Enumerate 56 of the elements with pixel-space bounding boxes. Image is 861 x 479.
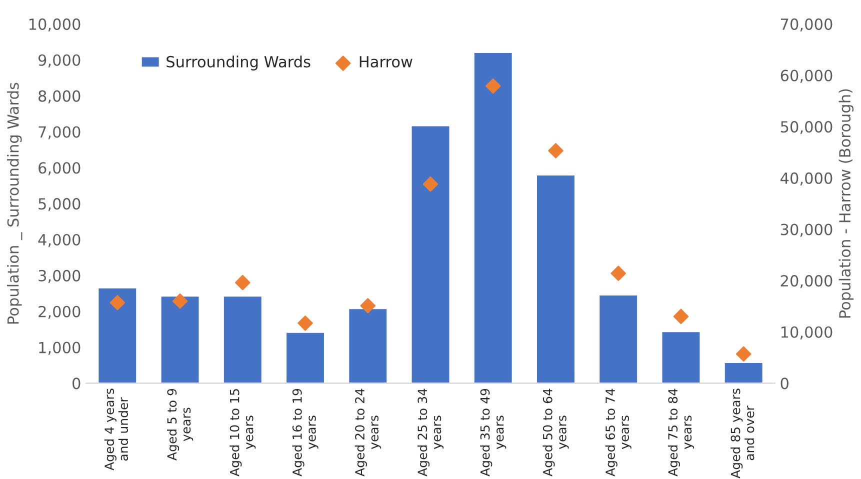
legend-label: Harrow (360, 56, 412, 68)
y-tick-label: 3,000 (38, 270, 80, 284)
x-tick-label: Aged 10 to 15 years (230, 389, 256, 476)
point (610, 266, 626, 282)
point (485, 78, 501, 94)
y-axis-title: Population _ Surrounding Wards (7, 82, 22, 324)
bar (348, 308, 388, 384)
point (673, 308, 689, 324)
point (422, 176, 438, 192)
x-tick-label: Aged 35 to 49 years (480, 388, 506, 476)
x-tick-label: Aged 16 to 19 years (292, 388, 318, 476)
y-tick-label: 7,000 (38, 126, 80, 140)
x-tick-label: Aged 75 to 84 years (668, 388, 694, 476)
bar (723, 362, 764, 384)
y-tick-label: 10,000 (29, 18, 80, 32)
bar (473, 52, 514, 384)
x-tick-label: Aged 5 to 9 years (166, 388, 194, 460)
bar (536, 174, 576, 384)
x-tick-label: Aged 4 years and under (104, 388, 128, 470)
bar (97, 286, 138, 384)
bar (410, 124, 451, 384)
bar (222, 295, 263, 384)
x-tick-label: Aged 85 years and over (730, 388, 754, 478)
x-tick-label: Aged 20 to 24 years (354, 388, 381, 476)
point (736, 346, 752, 362)
legend-label: Surrounding Wards (166, 56, 310, 70)
y-tick-label: 4,000 (38, 234, 80, 248)
y2-tick-label: 60,000 (780, 70, 832, 83)
x-tick-label: Aged 65 to 74 years (605, 388, 632, 476)
y2-tick-label: 40,000 (780, 172, 832, 186)
x-tick-label: Aged 50 to 64 years (542, 388, 569, 476)
y-tick-label: 9,000 (38, 54, 80, 68)
point (360, 298, 376, 314)
bar (285, 331, 326, 384)
point (110, 294, 126, 310)
y2-tick-label: 30,000 (780, 224, 832, 237)
y-tick-label: 5,000 (38, 198, 80, 212)
y2-tick-label: 70,000 (781, 18, 832, 32)
bar (598, 294, 638, 384)
y2-tick-label: 0 (780, 378, 788, 390)
y2-tick-label: 50,000 (780, 121, 832, 134)
y-tick-label: 1,000 (39, 342, 80, 355)
point (235, 274, 250, 290)
y-tick-label: 2,000 (38, 306, 80, 319)
x-tick-label: Aged 25 to 34 years (417, 388, 444, 476)
bar (160, 295, 200, 384)
y-tick-label: 8,000 (38, 90, 80, 104)
y-tick-label: 0 (72, 378, 80, 390)
y2-axis-title: Population - Harrow (Borough) (838, 89, 854, 318)
y2-tick-label: 10,000 (781, 326, 832, 340)
y2-tick-label: 20,000 (780, 275, 832, 288)
bar (660, 330, 702, 384)
point (548, 143, 564, 158)
y-tick-label: 6,000 (38, 162, 80, 176)
point (298, 316, 313, 331)
point (172, 293, 188, 309)
